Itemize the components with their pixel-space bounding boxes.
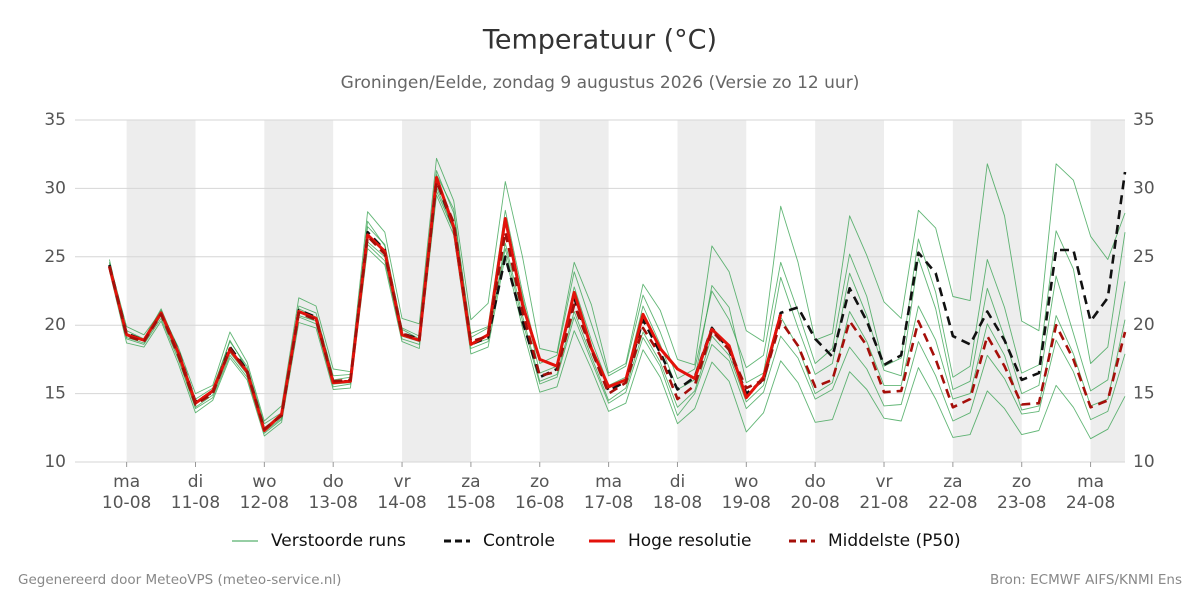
x-tick-date: 14-08: [377, 493, 426, 513]
y-tick-label: 30: [44, 178, 66, 198]
chart-subtitle: Groningen/Eelde, zondag 9 augustus 2026 …: [341, 73, 860, 93]
x-tick-label: di: [188, 472, 204, 492]
y2-tick-label: 15: [1133, 384, 1155, 404]
y-tick-label: 20: [44, 315, 66, 335]
series-line: [108, 180, 1127, 431]
x-tick-label: do: [805, 472, 826, 492]
x-tick-label: vr: [394, 472, 411, 492]
x-tick-date: 10-08: [102, 493, 151, 513]
day-shade: [126, 120, 196, 462]
x-tick-label: ma: [113, 472, 140, 492]
x-tick-label: vr: [875, 472, 892, 492]
x-tick-label: ma: [595, 472, 622, 492]
x-tick-date: 13-08: [308, 493, 357, 513]
x-tick-label: zo: [1012, 472, 1031, 492]
y-tick-label: 15: [44, 384, 66, 404]
x-tick-label: za: [461, 472, 480, 492]
x-tick-date: 12-08: [240, 493, 289, 513]
ensemble-line: [108, 170, 1126, 425]
x-tick-date: 17-08: [584, 493, 633, 513]
ensemble-line: [108, 186, 1126, 433]
legend-label: Middelste (P50): [828, 531, 961, 551]
legend-label: Hoge resolutie: [628, 531, 752, 551]
footer-source: Bron: ECMWF AIFS/KNMI Ens: [990, 572, 1182, 588]
x-tick-date: 20-08: [790, 493, 839, 513]
x-tick-label: do: [323, 472, 344, 492]
x-tick-date: 21-08: [859, 493, 908, 513]
legend-label: Verstoorde runs: [271, 531, 406, 551]
y-tick-label: 25: [44, 247, 66, 267]
day-shade: [952, 120, 1022, 462]
x-tick-date: 19-08: [722, 493, 771, 513]
footer-credit: Gegenereerd door MeteoVPS (meteo-service…: [18, 572, 341, 588]
plot-area: [107, 157, 1127, 440]
y2-tick-label: 20: [1133, 315, 1155, 335]
x-tick-label: di: [670, 472, 686, 492]
day-shade: [264, 120, 334, 462]
ensemble-line: [108, 157, 1126, 422]
x-tick-date: 23-08: [997, 493, 1046, 513]
ensemble-line: [108, 190, 1126, 434]
x-tick-label: wo: [734, 472, 758, 492]
ensemble-line: [108, 194, 1126, 440]
y-tick-label: 35: [44, 110, 66, 130]
y2-tick-label: 30: [1133, 178, 1155, 198]
x-tick-label: za: [943, 472, 962, 492]
y2-tick-label: 10: [1133, 452, 1155, 472]
x-tick-date: 15-08: [446, 493, 495, 513]
x-tick-label: ma: [1077, 472, 1104, 492]
y2-tick-label: 35: [1133, 110, 1155, 130]
x-tick-label: zo: [530, 472, 549, 492]
y2-tick-label: 25: [1133, 247, 1155, 267]
x-tick-label: wo: [252, 472, 276, 492]
x-tick-date: 18-08: [653, 493, 702, 513]
y-tick-label: 10: [44, 452, 66, 472]
x-tick-date: 22-08: [928, 493, 977, 513]
x-tick-date: 24-08: [1066, 493, 1115, 513]
x-tick-date: 11-08: [171, 493, 220, 513]
chart-title: Temperatuur (°C): [482, 25, 717, 56]
legend-label: Controle: [483, 531, 555, 551]
x-tick-date: 16-08: [515, 493, 564, 513]
